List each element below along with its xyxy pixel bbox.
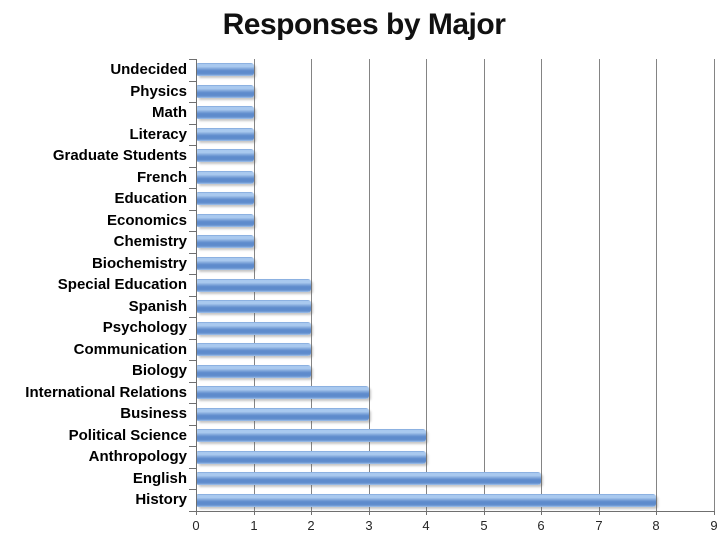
y-axis-tick [189, 124, 196, 125]
x-axis-tick [426, 511, 427, 515]
gridline [599, 59, 600, 511]
bar [197, 472, 541, 486]
y-axis-tick [189, 59, 196, 60]
y-axis-tick [189, 145, 196, 146]
y-axis-tick [189, 210, 196, 211]
bar [197, 127, 254, 141]
y-axis-tick [189, 253, 196, 254]
x-axis-tick [541, 511, 542, 515]
bar [197, 386, 369, 400]
category-label: Chemistry [113, 233, 187, 251]
category-label: Literacy [129, 125, 187, 143]
category-label: French [136, 168, 187, 186]
bar [197, 192, 254, 206]
bar [197, 450, 426, 464]
gridline [426, 59, 427, 511]
gridline [484, 59, 485, 511]
y-axis-tick [189, 317, 196, 318]
y-axis-tick [189, 446, 196, 447]
y-axis-tick [189, 167, 196, 168]
bar [197, 235, 254, 249]
category-label: Anthropology [88, 448, 187, 466]
y-axis-tick [189, 468, 196, 469]
y-axis-tick [189, 188, 196, 189]
y-axis-tick [189, 360, 196, 361]
category-label: Biochemistry [91, 254, 187, 272]
gridline [541, 59, 542, 511]
x-tick-label: 3 [365, 518, 373, 533]
y-axis-line [196, 59, 197, 511]
x-axis-tick [254, 511, 255, 515]
y-axis-tick [189, 511, 196, 512]
bar [197, 63, 254, 77]
bar [197, 106, 254, 120]
category-label: Business [120, 405, 187, 423]
bar [197, 149, 254, 163]
category-label: Political Science [68, 426, 187, 444]
y-axis-tick [189, 102, 196, 103]
gridline [369, 59, 370, 511]
category-label: Undecided [110, 61, 187, 78]
x-axis-line [196, 511, 715, 512]
y-axis-tick [189, 403, 196, 404]
x-axis-tick [311, 511, 312, 515]
x-tick-label: 1 [250, 518, 258, 533]
category-label: Graduate Students [52, 147, 187, 165]
x-tick-label: 8 [652, 518, 660, 533]
y-axis-tick [189, 231, 196, 232]
x-tick-label: 6 [537, 518, 545, 533]
y-axis-tick [189, 81, 196, 82]
y-axis-tick [189, 489, 196, 490]
category-label: Physics [130, 82, 187, 100]
category-label: History [135, 491, 187, 509]
y-axis-tick [189, 296, 196, 297]
bar [197, 364, 311, 378]
bar [197, 300, 311, 314]
x-tick-label: 0 [192, 518, 200, 533]
bar [197, 407, 369, 421]
bar [197, 84, 254, 98]
y-axis-tick [189, 274, 196, 275]
category-label: English [132, 469, 187, 487]
category-label: Math [152, 104, 187, 122]
chart-title: Responses by Major [222, 8, 506, 41]
x-axis-tick [369, 511, 370, 515]
x-axis-tick [714, 511, 715, 515]
x-axis-tick [599, 511, 600, 515]
category-label: Communication [73, 340, 187, 358]
category-label: Special Education [57, 276, 187, 294]
gridline [311, 59, 312, 511]
bar [197, 493, 656, 507]
gridline [656, 59, 657, 511]
bar [197, 321, 311, 335]
x-axis-tick [196, 511, 197, 515]
bar [197, 278, 311, 292]
bar [197, 170, 254, 184]
category-label: International Relations [25, 383, 187, 401]
bar [197, 213, 254, 227]
x-tick-label: 9 [710, 518, 718, 533]
category-label: Spanish [128, 297, 187, 315]
bar [197, 429, 426, 443]
y-axis-tick [189, 339, 196, 340]
category-label: Psychology [102, 319, 187, 337]
y-axis-tick [189, 425, 196, 426]
category-label: Biology [132, 362, 187, 380]
x-axis-tick [484, 511, 485, 515]
bar [197, 343, 311, 357]
x-axis-tick [656, 511, 657, 515]
gridline [714, 59, 715, 511]
category-label: Economics [106, 211, 187, 229]
x-tick-label: 4 [422, 518, 430, 533]
x-tick-label: 5 [480, 518, 488, 533]
y-axis-tick [189, 382, 196, 383]
x-tick-label: 7 [595, 518, 603, 533]
category-label: Education [114, 190, 187, 208]
bar [197, 256, 254, 270]
x-tick-label: 2 [307, 518, 315, 533]
